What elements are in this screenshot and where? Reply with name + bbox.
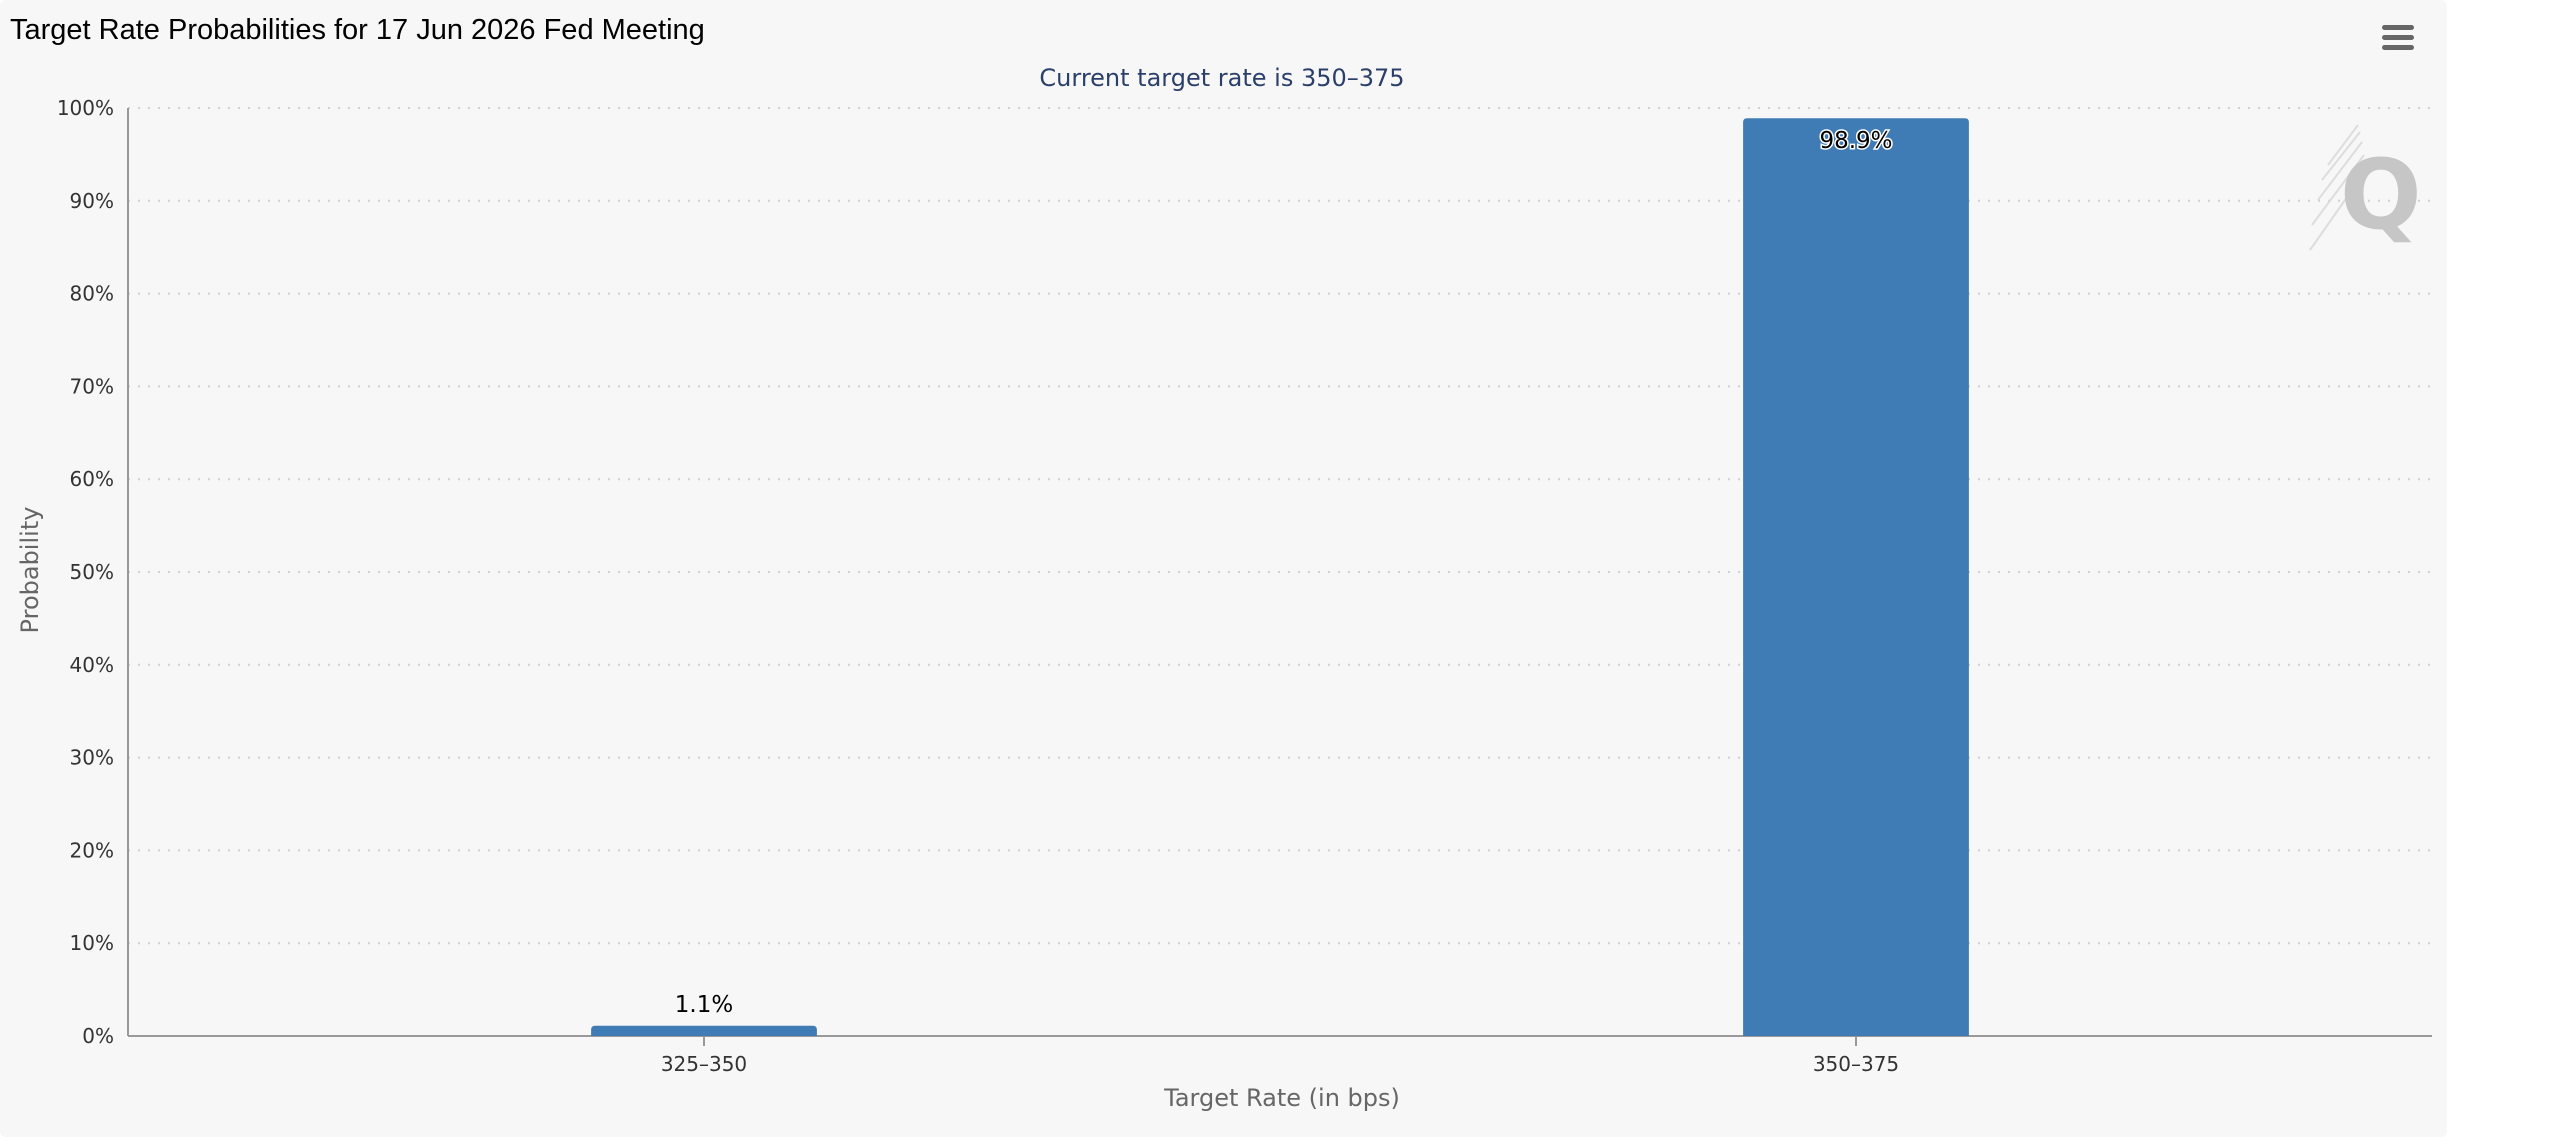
x-axis-title: Target Rate (in bps) — [1163, 1084, 1400, 1112]
y-tick-label: 30% — [70, 746, 114, 770]
x-tick-label: 325–350 — [661, 1052, 747, 1076]
svg-text:Q: Q — [2340, 139, 2422, 251]
data-label: 98.9% — [1819, 128, 1892, 154]
y-tick-label: 90% — [70, 189, 114, 213]
y-tick-label: 70% — [70, 374, 114, 398]
y-tick-label: 20% — [70, 838, 114, 862]
y-tick-label: 50% — [70, 560, 114, 584]
y-tick-label: 80% — [70, 282, 114, 306]
menu-line — [2382, 45, 2414, 50]
y-tick-label: 0% — [82, 1024, 114, 1048]
chart-subtitle: Current target rate is 350–375 — [1039, 64, 1404, 92]
bars — [591, 118, 1969, 1036]
menu-line — [2382, 35, 2414, 40]
page-title: Target Rate Probabilities for 17 Jun 202… — [10, 14, 705, 46]
labels: 0% 10% 20% 30% 40% 50% 60% 70% 80% 90% 100% 325–350… — [57, 96, 1899, 1076]
bar — [1743, 118, 1969, 1036]
y-tick-label: 60% — [70, 467, 114, 491]
chart-panel: Target Rate Probabilities for 17 Jun 202… — [10, 14, 2432, 1112]
y-tick-label: 10% — [70, 931, 114, 955]
bar-chart: Q 0% 10% 20% 30% 40% 50% 60% 70% 80% 90% 100% 325–3… — [16, 64, 2432, 1112]
bar — [591, 1025, 817, 1036]
data-label: 1.1% — [675, 992, 733, 1018]
y-tick-label: 40% — [70, 653, 114, 677]
x-tick-label: 350–375 — [1813, 1052, 1899, 1076]
q-logo-icon: Q — [2309, 124, 2422, 251]
axes — [127, 108, 2432, 1046]
grid-lines — [128, 107, 2432, 945]
y-axis-title: Probability — [16, 507, 44, 634]
menu-line — [2382, 25, 2414, 30]
y-tick-label: 100% — [57, 96, 114, 120]
hamburger-menu-icon[interactable] — [2380, 22, 2416, 54]
